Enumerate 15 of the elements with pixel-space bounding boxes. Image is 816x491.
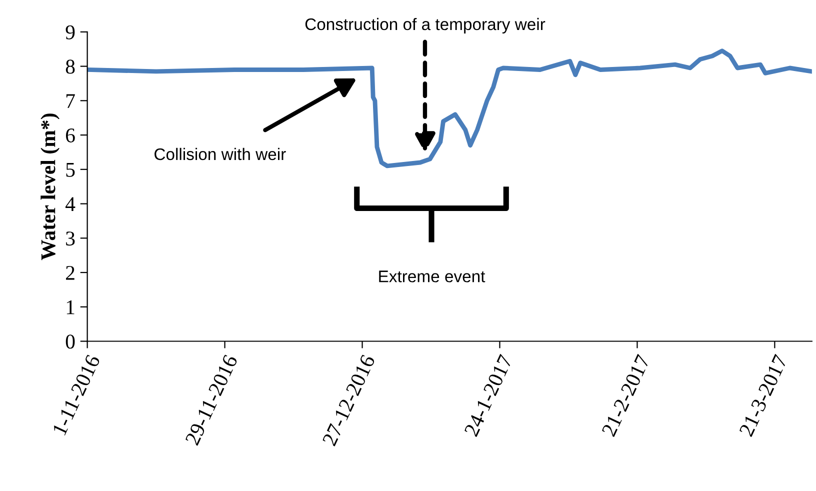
y-tick-label: 9 [66, 25, 75, 40]
y-tick-label: 0 [66, 334, 75, 349]
y-tick-label: 2 [66, 266, 74, 280]
y-tick-label: 1 [66, 300, 74, 314]
y-axis-title: Water level (m*) [40, 114, 60, 260]
y-tick-label: 4 [65, 197, 76, 211]
y-tick-label: 3 [66, 232, 75, 246]
annotation: Extreme event [379, 270, 486, 282]
y-tick-label: 6 [66, 128, 75, 142]
y-tick-label: 7 [66, 94, 75, 108]
line-series [87, 48, 812, 168]
y-tick-label: 8 [66, 60, 75, 74]
annotation: Collision with weir [154, 148, 286, 160]
annotation: Construction of a temporary weir [305, 18, 546, 34]
y-tick-label: 5 [66, 162, 75, 177]
